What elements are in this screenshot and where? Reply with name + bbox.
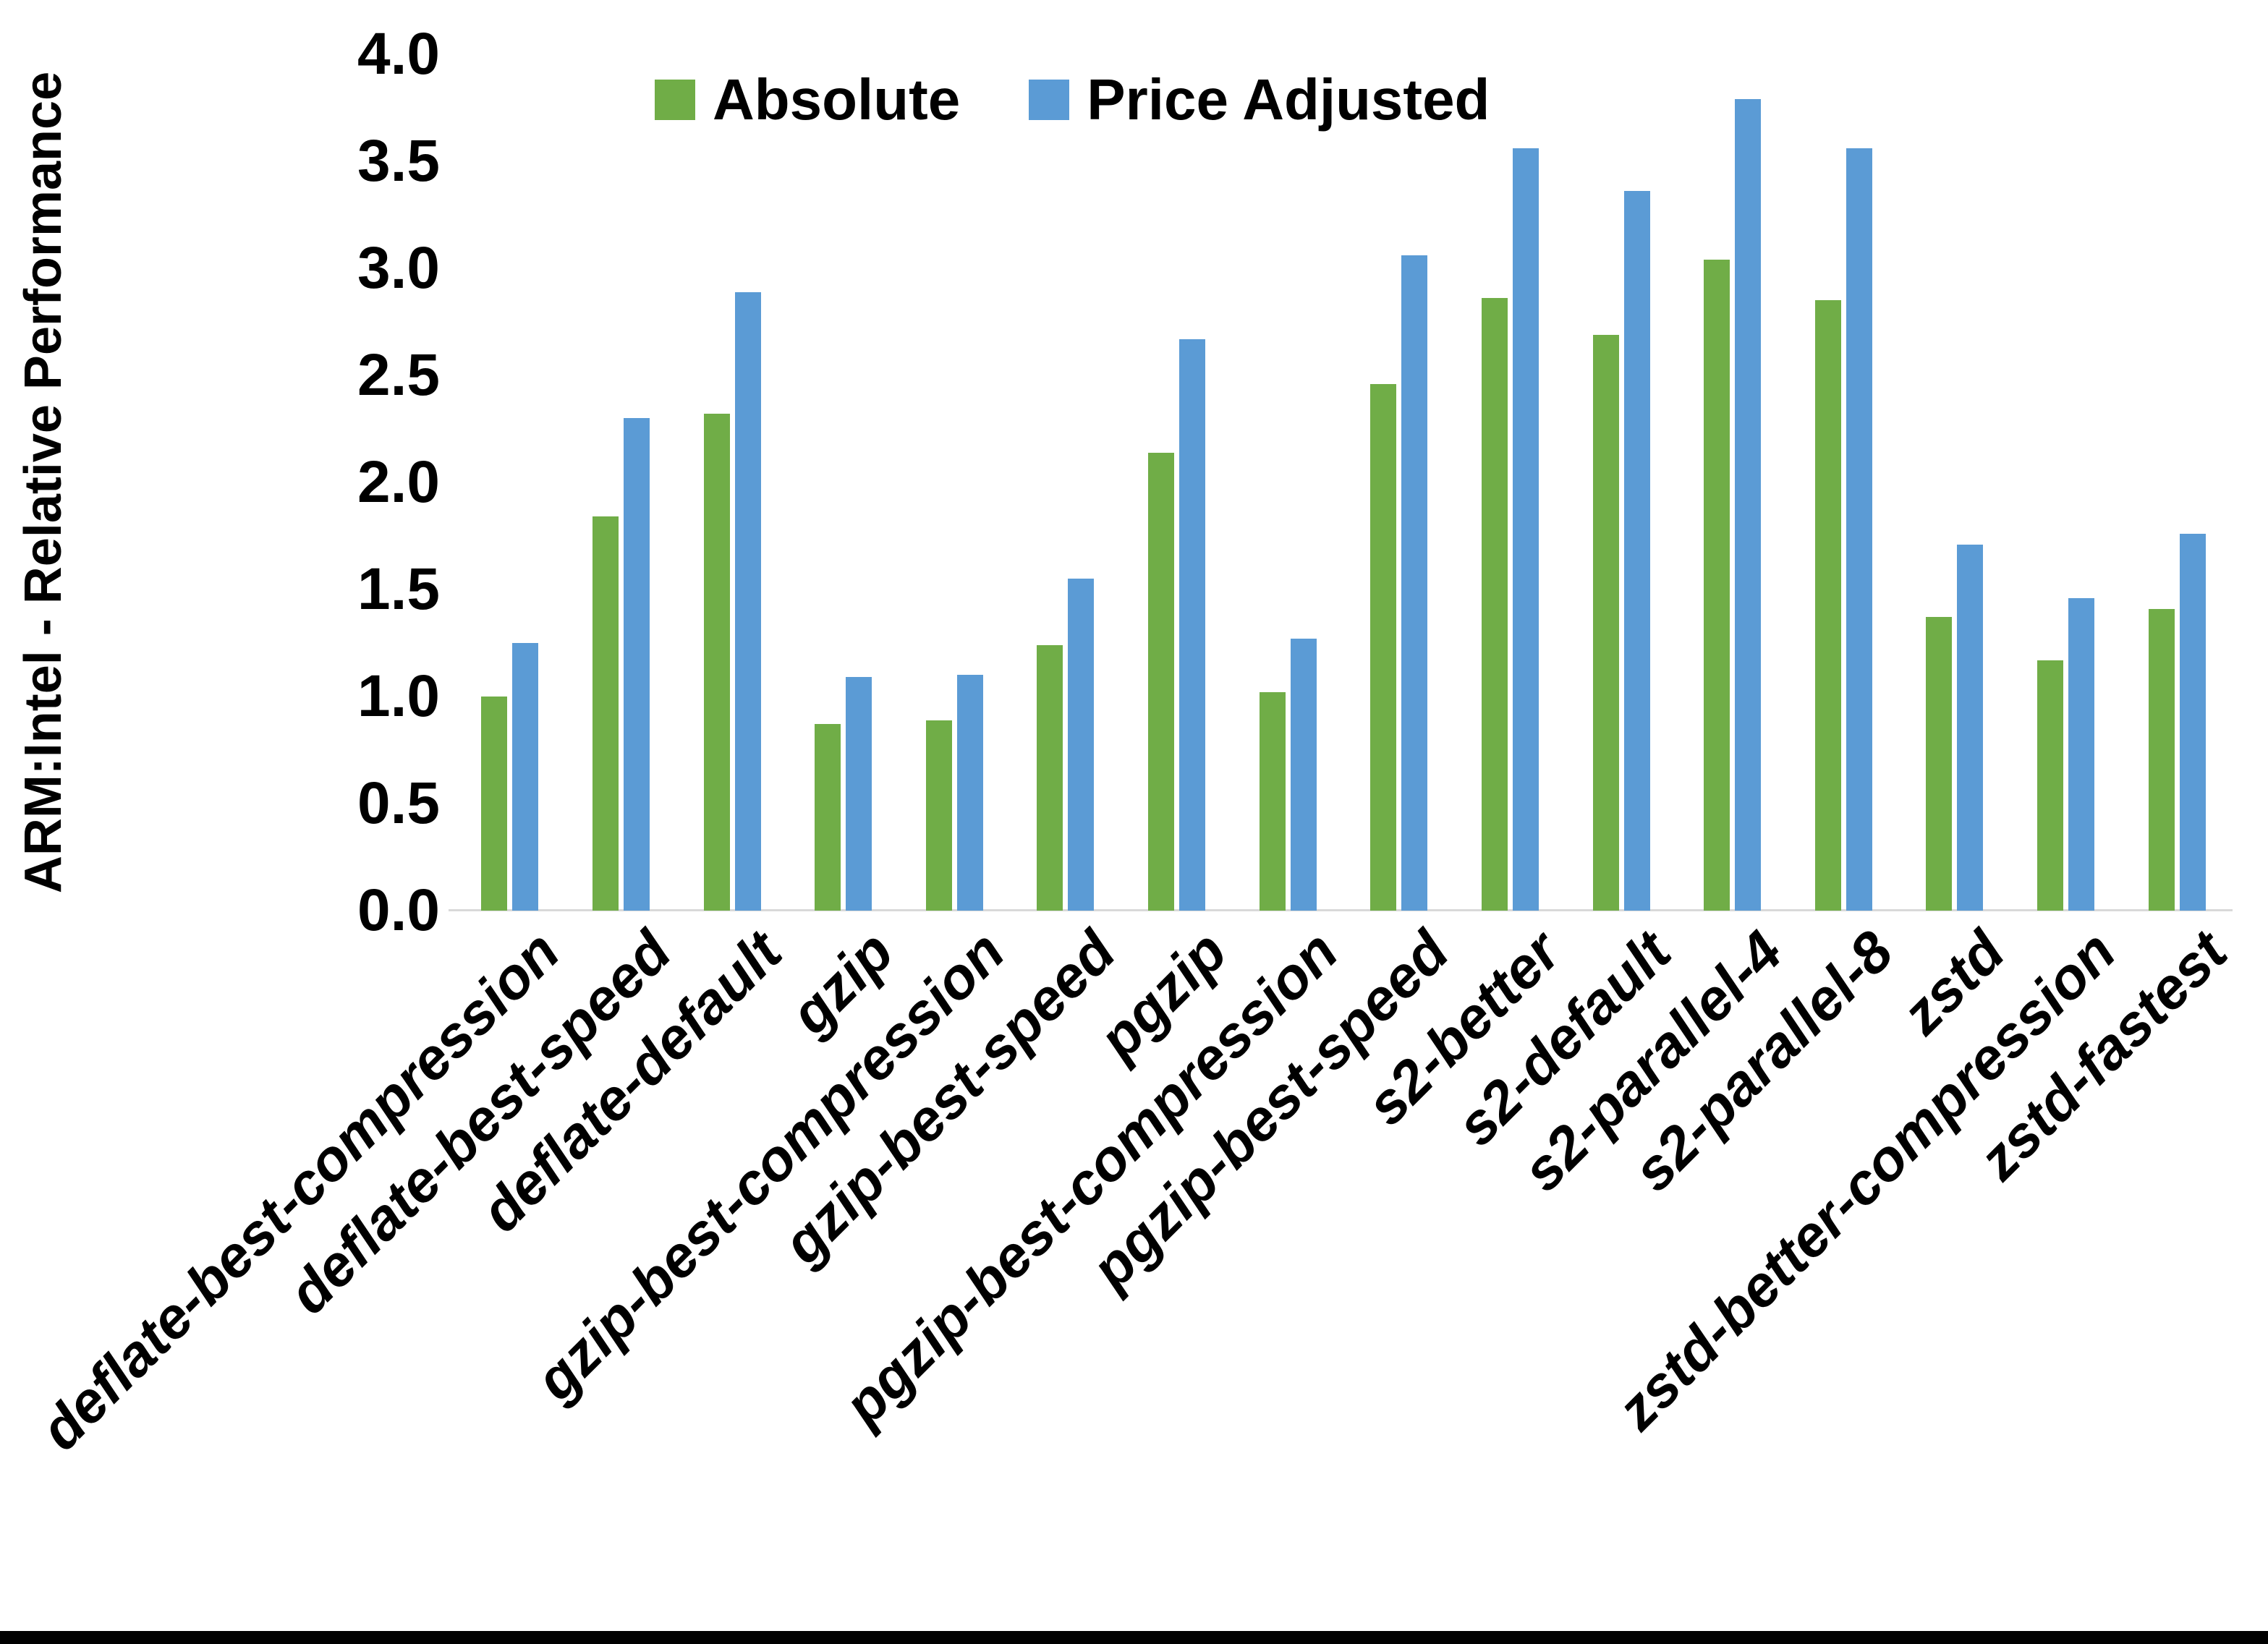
- y-tick-label: 1.5: [357, 556, 440, 622]
- bar-group-zstd-fastest: [2121, 534, 2233, 911]
- bar-price-adjusted-zstd-fastest: [2179, 534, 2206, 911]
- bar-group-deflate-default: [676, 292, 788, 911]
- bar-group-gzip: [788, 677, 899, 911]
- bar-group-gzip-best-compression: [899, 675, 1011, 911]
- y-tick-label: 2.5: [357, 342, 440, 408]
- bar-price-adjusted-deflate-default: [734, 292, 761, 911]
- bar-price-adjusted-gzip-best-speed: [1068, 579, 1095, 911]
- bar-group-zstd: [1899, 545, 2010, 911]
- x-axis-line: [449, 909, 2233, 911]
- y-tick-label: 0.0: [357, 877, 440, 943]
- bar-absolute-gzip: [815, 724, 841, 911]
- bar-price-adjusted-s2-default: [1623, 191, 1650, 911]
- bar-price-adjusted-deflate-best-speed: [623, 418, 650, 911]
- y-tick-label: 0.5: [357, 770, 440, 836]
- bar-absolute-pgzip-best-speed: [1370, 384, 1397, 911]
- bar-absolute-s2-default: [1592, 335, 1619, 911]
- bar-price-adjusted-pgzip: [1179, 339, 1206, 911]
- legend: Absolute Price Adjusted: [655, 71, 1490, 129]
- bar-price-adjusted-zstd-better-compression: [2068, 598, 2095, 911]
- bar-absolute-gzip-best-speed: [1037, 645, 1063, 911]
- bar-group-s2-parallel-4: [1677, 99, 1788, 911]
- bar-group-pgzip-best-compression: [1232, 639, 1343, 911]
- y-tick-label: 3.5: [357, 128, 440, 194]
- bar-price-adjusted-zstd: [1957, 545, 1984, 911]
- bar-group-zstd-better-compression: [2010, 598, 2122, 911]
- bottom-border: [0, 1631, 2268, 1644]
- legend-item-absolute: Absolute: [655, 71, 960, 129]
- bar-group-s2-better: [1455, 148, 1566, 911]
- bar-absolute-deflate-best-speed: [592, 516, 619, 911]
- bar-group-deflate-best-compression: [454, 643, 566, 911]
- bar-group-pgzip: [1121, 339, 1233, 911]
- bar-price-adjusted-gzip-best-compression: [956, 675, 983, 911]
- bar-absolute-s2-parallel-8: [1814, 300, 1841, 911]
- bar-absolute-zstd-better-compression: [2037, 660, 2064, 911]
- bar-absolute-deflate-default: [703, 414, 730, 911]
- bar-group-gzip-best-speed: [1010, 579, 1121, 911]
- bar-absolute-deflate-best-compression: [481, 697, 508, 911]
- y-tick-label: 1.0: [357, 663, 440, 729]
- bar-price-adjusted-gzip: [846, 677, 872, 911]
- bar-group-pgzip-best-speed: [1343, 255, 1455, 911]
- bar-absolute-s2-better: [1481, 298, 1508, 911]
- bar-absolute-zstd-fastest: [2148, 609, 2175, 911]
- legend-swatch-price-adjusted: [1029, 80, 1070, 120]
- bar-price-adjusted-s2-parallel-4: [1735, 99, 1762, 911]
- bar-absolute-pgzip-best-compression: [1259, 692, 1286, 911]
- bar-price-adjusted-pgzip-best-speed: [1401, 255, 1428, 911]
- bar-absolute-gzip-best-compression: [925, 720, 952, 911]
- legend-swatch-absolute: [655, 80, 695, 120]
- legend-label-absolute: Absolute: [713, 67, 961, 132]
- bar-group-s2-parallel-8: [1788, 148, 1900, 911]
- bar-price-adjusted-s2-better: [1512, 148, 1539, 911]
- y-tick-label: 3.0: [357, 235, 440, 301]
- bar-absolute-s2-parallel-4: [1704, 260, 1730, 911]
- bar-price-adjusted-s2-parallel-8: [1846, 148, 1872, 911]
- bar-absolute-pgzip: [1148, 453, 1175, 911]
- bar-absolute-zstd: [1926, 617, 1953, 911]
- y-tick-label: 2.0: [357, 449, 440, 515]
- bar-price-adjusted-deflate-best-compression: [512, 643, 539, 911]
- legend-item-price-adjusted: Price Adjusted: [1029, 71, 1490, 129]
- bar-price-adjusted-pgzip-best-compression: [1290, 639, 1317, 911]
- bar-group-s2-default: [1566, 191, 1677, 911]
- y-axis-title: ARM:Intel - Relative Performance: [14, 71, 72, 894]
- bar-group-deflate-best-speed: [566, 418, 677, 911]
- legend-label-price-adjusted: Price Adjusted: [1087, 67, 1490, 132]
- y-tick-label: 4.0: [357, 21, 440, 87]
